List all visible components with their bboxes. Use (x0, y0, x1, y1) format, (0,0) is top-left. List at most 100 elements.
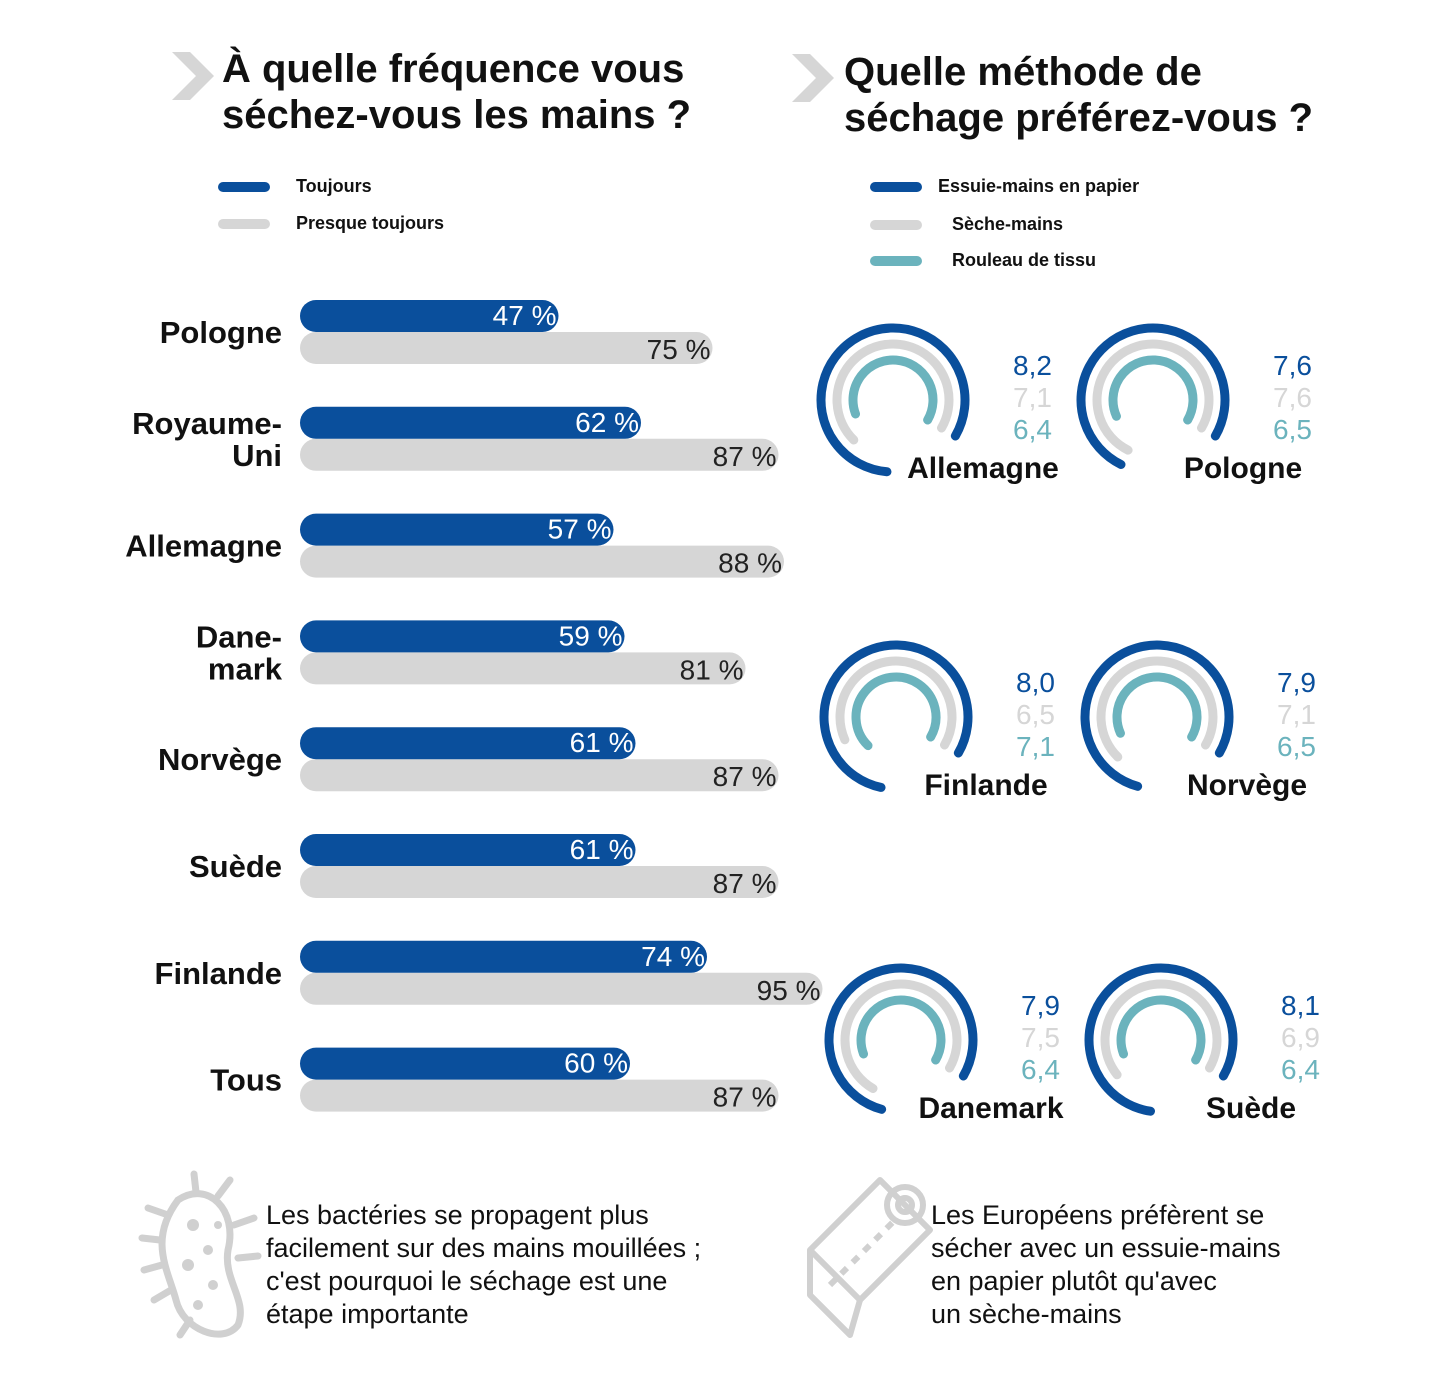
bar-row: 61 % 87 % Suède (189, 834, 779, 899)
footnote-left: Les bactéries se propagent plus facileme… (266, 1200, 702, 1329)
bar-row: 47 % 75 % Pologne (160, 300, 713, 365)
footnote-right: Les Européens préfèrent se sécher avec u… (931, 1200, 1281, 1329)
frequency-bar-chart: 47 % 75 % Pologne 62 % 87 % Royaume-Uni 57 % 88… (125, 300, 823, 1113)
method-ring-charts: 8,27,16,4Allemagne7,67,66,5Pologne8,06,5… (816, 323, 1320, 1128)
category-label: Uni (232, 438, 282, 473)
bar-value-label: 81 % (680, 654, 744, 685)
legend-swatch-gray (870, 219, 922, 230)
legend-swatch-navy (218, 181, 270, 192)
ring-arc (835, 656, 957, 750)
category-label: mark (208, 651, 283, 686)
category-label: Norvège (158, 742, 282, 777)
ring-arc (824, 963, 978, 1114)
bar-toujours (300, 1047, 630, 1080)
bar-presque-toujours (300, 545, 784, 578)
legend-item-toujours: Toujours (218, 176, 372, 197)
bar-value-label: 88 % (718, 548, 782, 579)
ring-value-label: 7,1 (1016, 731, 1055, 762)
category-label: Dane- (196, 619, 282, 654)
paper-roll-icon (807, 1177, 933, 1338)
bar-value-label: 87 % (713, 1082, 777, 1113)
ring-arc (816, 323, 970, 477)
ring-value-label: 6,4 (1021, 1054, 1060, 1085)
chevron-right-icon (172, 52, 214, 100)
legend-item-rouleau-tissu: Rouleau de tissu (870, 250, 1096, 271)
ring-value-label: 7,1 (1013, 382, 1052, 413)
ring-chart: 8,16,96,4 Suède (1084, 963, 1320, 1128)
bar-value-label: 87 % (713, 761, 777, 792)
ring-arc (1100, 979, 1222, 1080)
bar-toujours (300, 940, 707, 973)
bar-value-label: 87 % (713, 868, 777, 899)
legend-label: Essuie-mains en papier (938, 176, 1140, 196)
bar-row: 60 % 87 % Tous (210, 1047, 779, 1113)
category-label: Royaume- (132, 406, 282, 441)
bar-value-label: 59 % (559, 620, 623, 651)
ring-country-label: Suède (1206, 1092, 1296, 1125)
category-label: Suède (189, 849, 282, 884)
ring-arc (832, 339, 954, 445)
ring-value-label: 6,4 (1281, 1054, 1320, 1085)
bar-presque-toujours (300, 972, 823, 1005)
ring-country-label: Danemark (918, 1092, 1063, 1125)
bar-value-label: 62 % (575, 407, 639, 438)
ring-country-label: Finlande (924, 769, 1047, 802)
bar-value-label: 61 % (570, 727, 634, 758)
ring-value-label: 7,5 (1021, 1022, 1060, 1053)
bar-presque-toujours (300, 1079, 779, 1112)
legend-label: Rouleau de tissu (952, 250, 1097, 270)
ring-arc (840, 979, 962, 1093)
bar-presque-toujours (300, 759, 779, 792)
ring-value-label: 7,6 (1273, 382, 1312, 413)
ring-arc (856, 995, 946, 1065)
bar-row: 57 % 88 % Allemagne (125, 513, 784, 579)
legend-item-essuie-mains: Essuie-mains en papier (870, 176, 1139, 197)
legend-swatch-navy (870, 181, 922, 192)
ring-value-label: 7,1 (1277, 699, 1316, 730)
ring-arc (848, 355, 938, 425)
chevron-right-icon (792, 54, 834, 102)
legend-label: Toujours (296, 176, 372, 196)
ring-chart: 7,97,16,5 Norvège (1080, 640, 1316, 805)
ring-arc (1116, 995, 1206, 1065)
ring-chart: 8,27,16,4 Allemagne (816, 323, 1062, 488)
ring-arc (1112, 672, 1202, 742)
legend-item-presque-toujours: Presque toujours (218, 213, 444, 234)
ring-arc (1080, 640, 1234, 791)
bacteria-icon (138, 1170, 262, 1339)
bar-toujours (300, 300, 559, 332)
left-chart-title: À quelle fréquence vous séchez-vous les … (222, 47, 692, 137)
ring-value-label: 6,5 (1277, 731, 1316, 762)
bar-row: 62 % 87 % Royaume-Uni (132, 406, 779, 473)
ring-value-label: 8,0 (1016, 667, 1055, 698)
bar-toujours (300, 834, 636, 866)
ring-value-label: 7,6 (1273, 350, 1312, 381)
bar-row: 61 % 87 % Norvège (158, 727, 779, 792)
ring-arc (851, 672, 941, 751)
ring-country-label: Pologne (1184, 452, 1302, 485)
legend-label: Presque toujours (296, 213, 445, 233)
ring-value-label: 6,5 (1273, 414, 1312, 445)
ring-chart: 8,06,57,1 Finlande (819, 640, 1055, 805)
bar-presque-toujours (300, 332, 713, 364)
ring-value-label: 6,5 (1016, 699, 1055, 730)
category-label: Allemagne (125, 529, 282, 564)
bar-value-label: 60 % (564, 1048, 628, 1079)
ring-value-label: 6,9 (1281, 1022, 1320, 1053)
bar-value-label: 75 % (647, 334, 711, 365)
ring-arc (1096, 656, 1218, 762)
ring-chart: 7,97,56,4 Danemark (824, 963, 1067, 1128)
bar-value-label: 87 % (713, 441, 777, 472)
bar-toujours (300, 406, 641, 439)
bar-presque-toujours (300, 438, 779, 471)
ring-value-label: 7,9 (1021, 990, 1060, 1021)
ring-arc (1076, 323, 1230, 469)
ring-country-label: Allemagne (907, 452, 1059, 485)
bar-toujours (300, 513, 614, 546)
right-chart-title: Quelle méthode de séchage préférez-vous … (844, 50, 1314, 140)
bar-value-label: 95 % (757, 975, 821, 1006)
legend-swatch-gray (218, 218, 270, 229)
bar-presque-toujours (300, 866, 779, 898)
ring-arc (1092, 339, 1214, 455)
